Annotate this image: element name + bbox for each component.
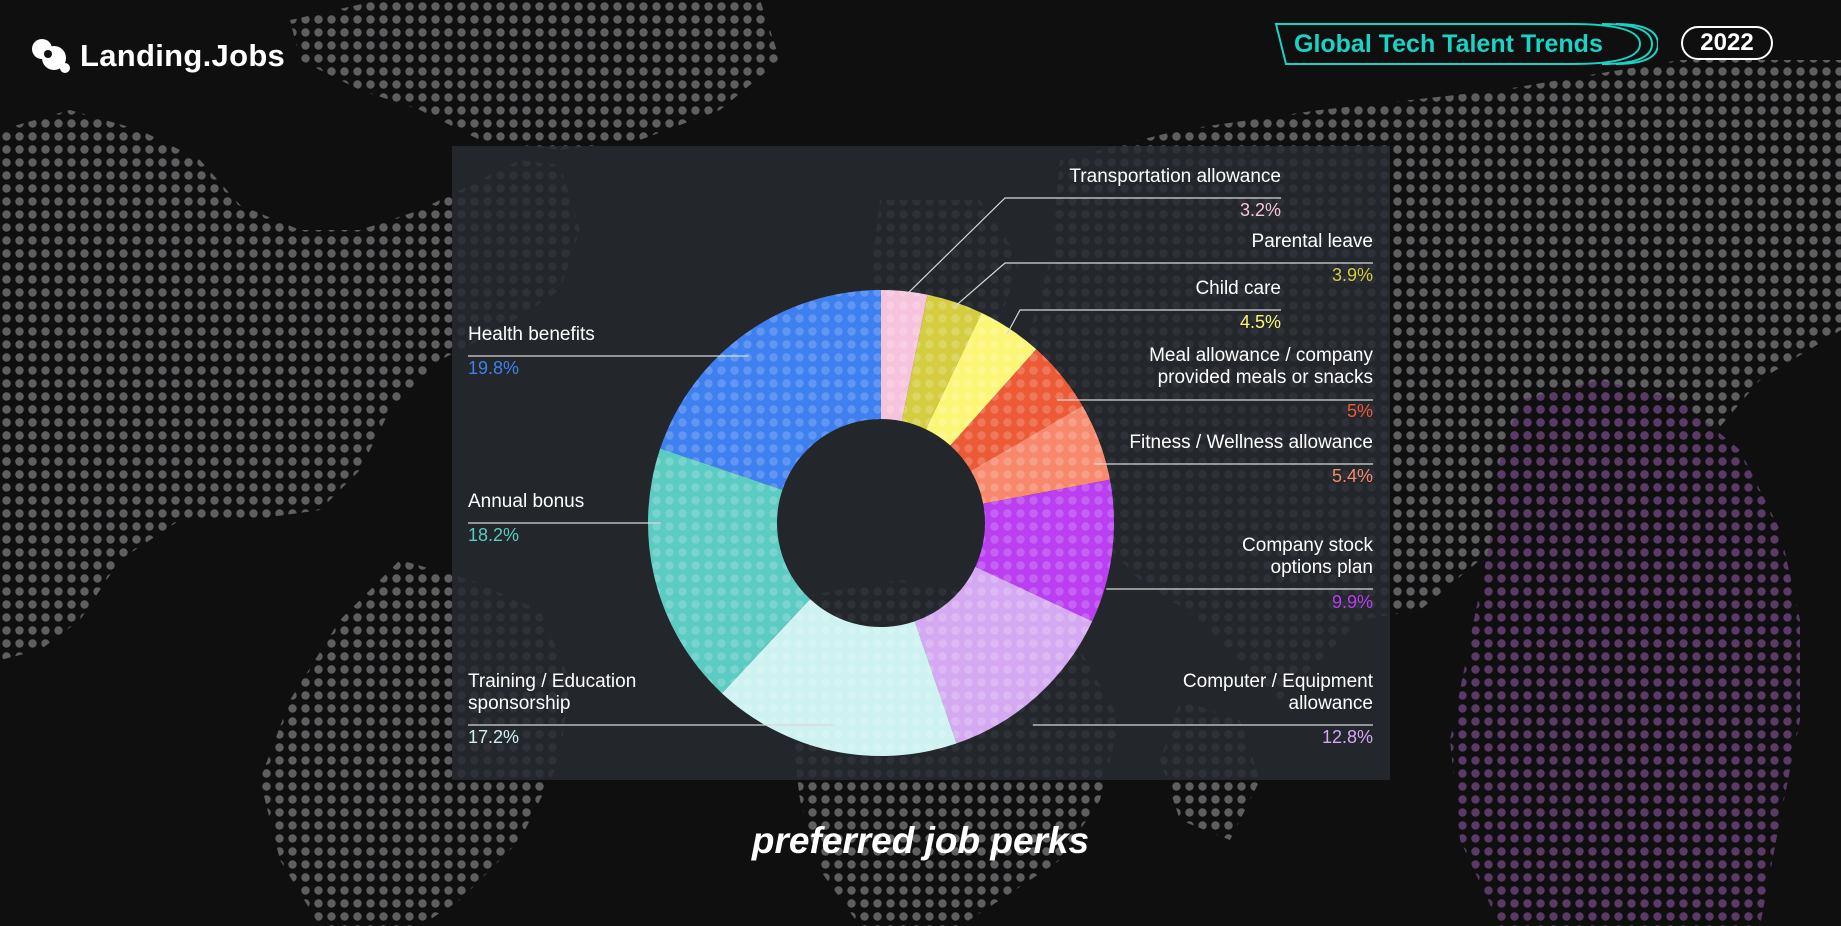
label-computer-equipment-allowance: Computer / Equipment allowance 12.8% xyxy=(1032,671,1374,747)
leader-line xyxy=(952,262,1373,309)
value-label: 17.2% xyxy=(468,727,519,747)
slice-texture xyxy=(914,566,1093,744)
slice-texture xyxy=(925,312,1037,446)
value-label: 5.4% xyxy=(1332,466,1373,486)
category-label: Training / Education sponsorship xyxy=(468,671,636,714)
trends-badge: Global Tech Talent Trends xyxy=(1272,22,1658,66)
label-child-care: Child care 4.5% xyxy=(1006,278,1281,335)
category-label: Parental leave xyxy=(1252,231,1373,252)
leader-line xyxy=(1006,309,1281,335)
value-label: 4.5% xyxy=(1240,312,1281,332)
value-label: 19.8% xyxy=(468,358,519,378)
label-fitness-wellness-allowance: Fitness / Wellness allowance 5.4% xyxy=(1093,432,1373,486)
value-label: 12.8% xyxy=(1322,727,1373,747)
category-label: Annual bonus xyxy=(468,491,584,512)
slice-texture xyxy=(970,405,1110,504)
slice-texture xyxy=(648,448,810,694)
value-label: 5% xyxy=(1347,401,1373,421)
category-label: Child care xyxy=(1195,278,1281,299)
trends-badge-outline xyxy=(1274,23,1658,65)
label-transportation-allowance: Transportation allowance 3.2% xyxy=(903,166,1281,298)
label-training-education-sponsorship: Training / Education sponsorship 17.2% xyxy=(468,671,834,747)
label-meal-allowance-company-provided-meals-or-snacks: Meal allowance / company provided meals o… xyxy=(1056,345,1373,421)
slice-texture xyxy=(660,290,881,490)
slice-texture xyxy=(975,479,1114,622)
slice-texture xyxy=(721,598,957,756)
category-label: Meal allowance / company provided meals o… xyxy=(1149,345,1373,388)
category-label: Transportation allowance xyxy=(1069,166,1281,187)
year-badge: 2022 xyxy=(1681,26,1773,60)
category-label: Company stock options plan xyxy=(1242,535,1373,578)
value-label: 3.2% xyxy=(1240,200,1281,220)
leader-line xyxy=(903,197,1281,298)
slice-texture xyxy=(901,294,982,430)
trends-label: Global Tech Talent Trends xyxy=(1294,30,1603,58)
brand-logo[interactable]: Landing.Jobs xyxy=(30,36,285,76)
bubbles-logo-icon xyxy=(32,39,70,73)
value-label: 9.9% xyxy=(1332,592,1373,612)
category-label: Computer / Equipment allowance xyxy=(1183,671,1374,714)
label-health-benefits: Health benefits 19.8% xyxy=(468,324,749,378)
category-label: Fitness / Wellness allowance xyxy=(1129,432,1373,453)
category-label: Health benefits xyxy=(468,324,595,345)
label-company-stock-options-plan: Company stock options plan 9.9% xyxy=(1106,535,1373,612)
value-label: 18.2% xyxy=(468,525,519,545)
slice-texture xyxy=(881,290,928,422)
brand-name: Landing.Jobs xyxy=(80,38,286,73)
chart-caption: preferred job perks xyxy=(751,820,1090,861)
value-label: 3.9% xyxy=(1332,265,1373,285)
slice-texture xyxy=(950,349,1083,471)
label-annual-bonus: Annual bonus 18.2% xyxy=(468,491,661,545)
label-parental-leave: Parental leave 3.9% xyxy=(952,231,1373,309)
